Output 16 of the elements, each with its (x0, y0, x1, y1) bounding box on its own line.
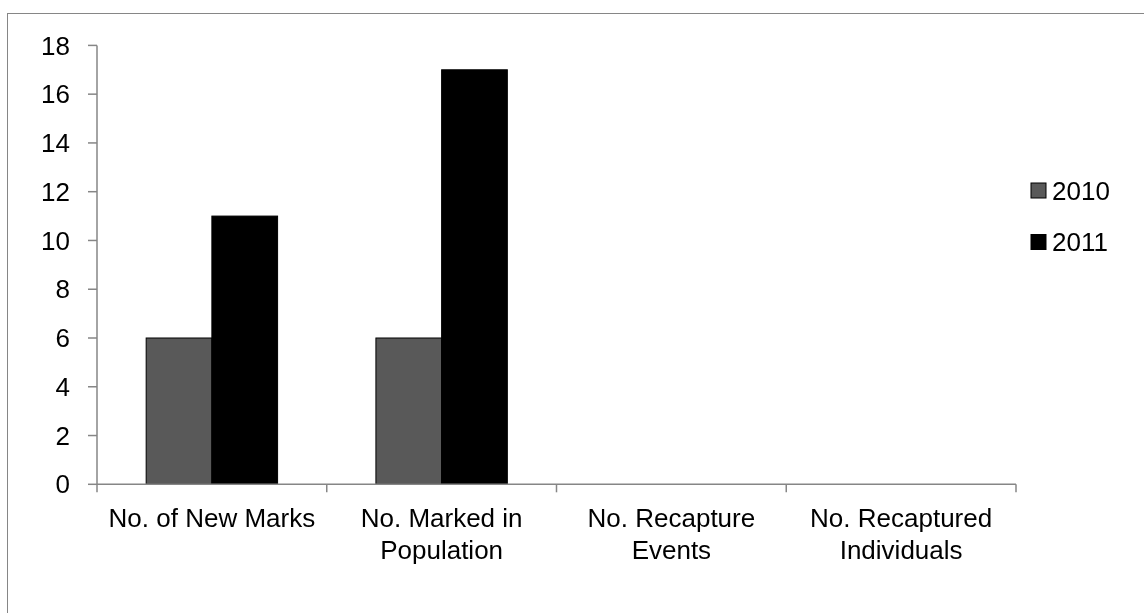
y-tick-label: 8 (55, 274, 70, 305)
y-tick-label: 16 (41, 79, 70, 110)
y-tick-label: 12 (41, 176, 70, 207)
y-tick-label: 18 (41, 30, 70, 61)
legend-label: 2011 (1052, 227, 1108, 258)
legend-label: 2010 (1052, 175, 1110, 206)
y-tick-label: 10 (41, 225, 70, 256)
x-tick-label: No. Recapture Events (587, 503, 756, 566)
y-tick-label: 4 (55, 371, 70, 402)
x-tick-label: No. Marked in Population (360, 503, 523, 566)
y-tick-label: 0 (55, 469, 70, 500)
x-tick-label: No. of New Marks (108, 503, 316, 534)
y-tick-label: 6 (55, 323, 70, 354)
y-tick-label: 14 (41, 128, 70, 159)
x-tick-label: No. Recaptured Individuals (810, 503, 993, 566)
y-tick-label: 2 (55, 420, 70, 451)
